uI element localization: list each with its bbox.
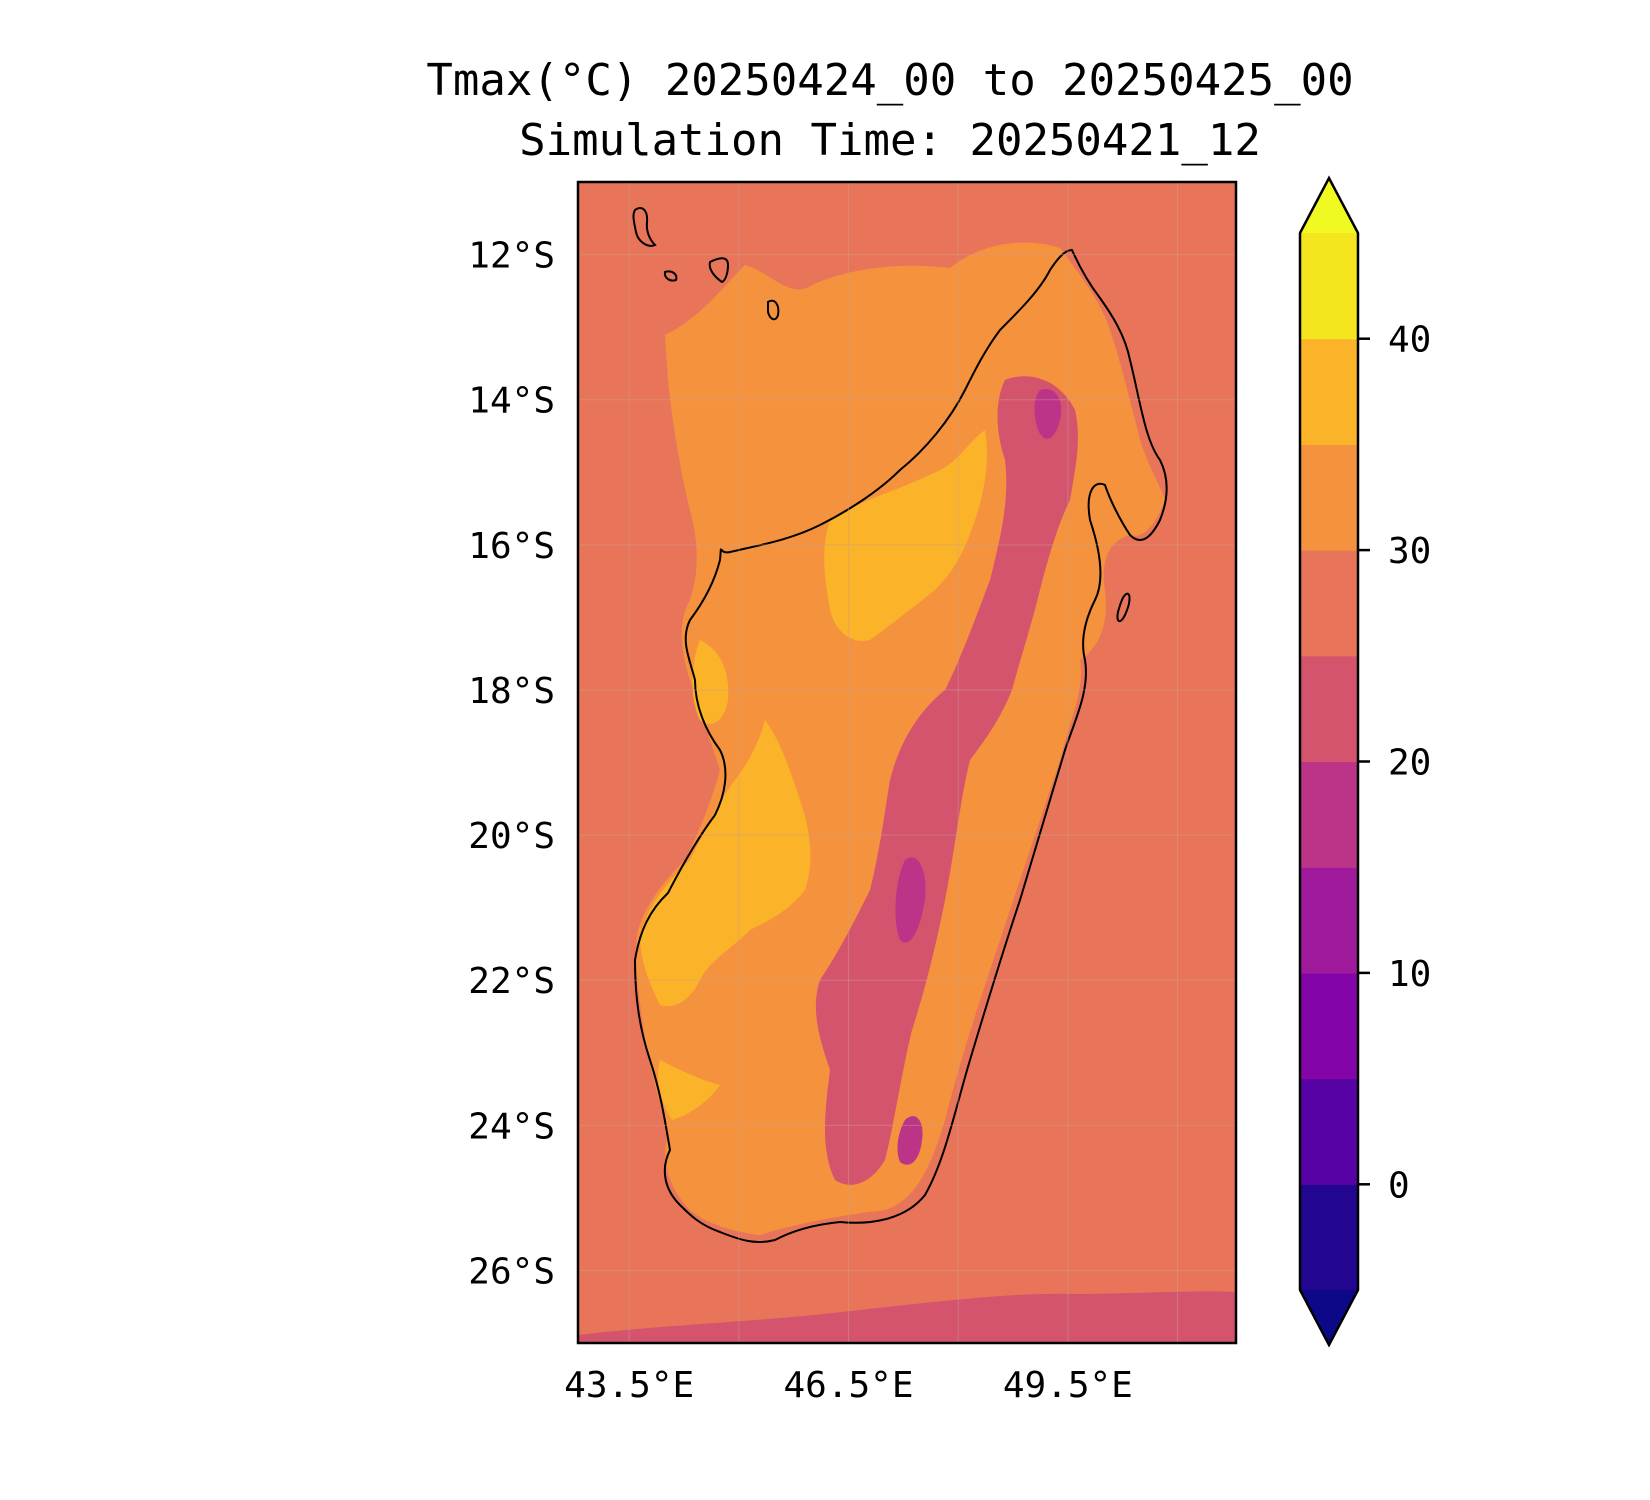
map-panel: 12°S14°S16°S18°S20°S22°S24°S26°S 43.5°E 4… xyxy=(468,180,1238,1406)
cool-highlands-20-25 xyxy=(815,376,1078,1185)
colorbar-tick-label: 0 xyxy=(1388,1165,1410,1206)
colorbar-outline xyxy=(1298,175,1360,1348)
lat-tick-label: 16°S xyxy=(468,526,555,567)
island-nosy-be xyxy=(632,207,657,247)
cold-patch-15-20-c xyxy=(895,857,926,943)
colorbar-segment xyxy=(1300,1078,1358,1185)
colorbar-tick-label: 40 xyxy=(1388,320,1431,361)
colorbar-over-triangle xyxy=(1300,178,1358,233)
map-subtitle: Simulation Time: 20250421_12 xyxy=(519,115,1261,166)
lat-tick-label: 14°S xyxy=(468,381,555,422)
lat-tick-label: 20°S xyxy=(468,816,555,857)
colorbar-tick-label: 20 xyxy=(1388,743,1431,784)
lon-tick-label: 49.5°E xyxy=(1003,1365,1133,1406)
lat-tick-label: 12°S xyxy=(468,236,555,277)
lat-tick-label: 22°S xyxy=(468,961,555,1002)
colorbar-tick-label: 30 xyxy=(1388,531,1431,572)
island-sainte-marie xyxy=(1116,592,1131,623)
colorbar-segment xyxy=(1300,761,1358,868)
map-title: Tmax(°C) 20250424_00 to 20250425_00 xyxy=(426,55,1353,106)
cold-patch-15-20-b xyxy=(1034,389,1062,439)
hot-zone-35-40-mid xyxy=(692,640,729,724)
colorbar-segment xyxy=(1300,972,1358,1080)
colorbar-under-triangle xyxy=(1300,1290,1358,1345)
lat-tick-label: 18°S xyxy=(468,671,555,712)
latitude-axis: 12°S 14°S 16°S 18°S 20°S 22°S 24°S 26°S xyxy=(468,236,555,1293)
colorbar-segment xyxy=(1300,867,1358,974)
lat-tick-label: 24°S xyxy=(468,1106,555,1147)
hot-zone-35-40-north xyxy=(824,430,987,641)
lon-tick-label: 46.5°E xyxy=(783,1365,913,1406)
colorbar-segment xyxy=(1300,655,1358,763)
gridlines xyxy=(578,182,1236,1343)
madagascar-coastline xyxy=(633,248,1168,1243)
hot-zone-35-40-west xyxy=(640,720,811,1007)
island-small-north xyxy=(708,257,730,284)
colorbar-segment xyxy=(1300,1184,1358,1291)
map-frame xyxy=(576,180,1238,1345)
colorbar-segment xyxy=(1300,444,1358,551)
southern-cool-band xyxy=(578,1291,1236,1343)
colorbar: 0 10 20 30 40 xyxy=(1298,175,1431,1348)
lat-tick-label: 26°S xyxy=(468,1251,555,1292)
longitude-axis: 43.5°E 46.5°E 49.5°E xyxy=(564,1365,1133,1406)
lon-tick-label: 43.5°E xyxy=(564,1365,694,1406)
colorbar-segment xyxy=(1300,233,1358,340)
colorbar-segment xyxy=(1300,550,1358,657)
island-small-a xyxy=(663,270,678,282)
cold-patch-15-20 xyxy=(897,1116,923,1165)
hot-zone-35-40-southwest xyxy=(658,1060,720,1120)
colorbar-segment xyxy=(1300,338,1358,445)
island-small-b xyxy=(767,299,780,321)
colorbar-tick-label: 10 xyxy=(1388,954,1431,995)
